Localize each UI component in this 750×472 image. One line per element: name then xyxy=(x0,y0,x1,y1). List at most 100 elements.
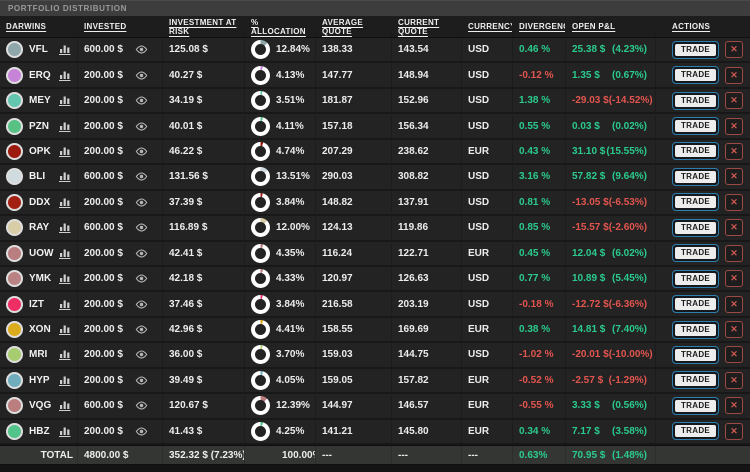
darwin-name[interactable]: RAY xyxy=(29,222,50,234)
trade-button[interactable]: TRADE xyxy=(672,117,720,136)
trade-button[interactable]: TRADE xyxy=(672,193,720,212)
darwin-name[interactable]: UOW xyxy=(29,247,54,259)
eye-icon[interactable] xyxy=(135,96,148,105)
eye-icon[interactable] xyxy=(135,198,148,207)
trade-button[interactable]: TRADE xyxy=(672,295,720,314)
chart-icon[interactable] xyxy=(59,299,71,310)
chart-icon[interactable] xyxy=(59,222,71,234)
close-position-button[interactable]: ✕ xyxy=(725,321,744,339)
close-position-button[interactable]: ✕ xyxy=(725,41,744,59)
darwin-name[interactable]: IZT xyxy=(29,298,44,310)
darwin-name[interactable]: ERQ xyxy=(29,69,51,81)
darwin-name[interactable]: VFL xyxy=(29,44,48,56)
trade-button[interactable]: TRADE xyxy=(672,320,720,339)
eye-icon[interactable] xyxy=(135,249,148,258)
darwin-name[interactable]: HYP xyxy=(29,374,50,386)
close-position-button[interactable]: ✕ xyxy=(725,346,744,364)
column-header-average-quote[interactable]: AVERAGE QUOTE xyxy=(322,17,364,36)
chart-icon[interactable] xyxy=(59,273,71,285)
eye-icon[interactable] xyxy=(135,401,148,410)
column-header-open-pnl[interactable]: OPEN P&L xyxy=(572,22,616,31)
column-header-invested[interactable]: INVESTED xyxy=(84,22,127,31)
column-header-darwins[interactable]: DARWINS xyxy=(6,22,47,31)
close-position-button[interactable]: ✕ xyxy=(725,422,744,440)
eye-icon[interactable] xyxy=(135,121,148,131)
eye-icon[interactable] xyxy=(135,45,148,54)
trade-button-label: TRADE xyxy=(675,425,717,438)
close-position-button[interactable]: ✕ xyxy=(725,295,744,313)
trade-button[interactable]: TRADE xyxy=(672,244,720,263)
chart-icon[interactable] xyxy=(59,146,71,157)
close-position-button[interactable]: ✕ xyxy=(725,270,744,288)
column-header-currency[interactable]: CURRENCY xyxy=(468,22,512,31)
close-position-button[interactable]: ✕ xyxy=(725,371,744,389)
eye-icon[interactable] xyxy=(135,427,148,436)
allocation-value: 3.84% xyxy=(276,298,305,310)
chart-icon[interactable] xyxy=(59,248,71,259)
trade-button[interactable]: TRADE xyxy=(672,40,720,59)
column-header-risk[interactable]: INVESTMENT AT RISK xyxy=(169,17,237,36)
trade-button[interactable]: TRADE xyxy=(672,269,720,288)
trade-button[interactable]: TRADE xyxy=(672,422,720,441)
column-header-allocation[interactable]: % ALLOCATION xyxy=(251,17,306,36)
chart-icon[interactable] xyxy=(59,70,71,81)
darwin-name[interactable]: OPK xyxy=(29,145,51,157)
open-pnl-value: 10.89 $ xyxy=(572,273,606,285)
darwin-name[interactable]: VQG xyxy=(29,400,52,412)
average-quote-value: 120.97 xyxy=(322,273,353,285)
trade-button[interactable]: TRADE xyxy=(672,142,720,161)
chart-icon[interactable] xyxy=(59,171,71,183)
eye-icon[interactable] xyxy=(135,172,148,181)
eye-icon[interactable] xyxy=(135,71,148,80)
risk-value: 46.22 $ xyxy=(169,145,203,157)
close-position-button[interactable]: ✕ xyxy=(725,193,744,211)
chart-icon[interactable] xyxy=(59,400,71,412)
darwin-name[interactable]: HBZ xyxy=(29,425,50,437)
trade-button[interactable]: TRADE xyxy=(672,396,720,415)
column-header-divergence[interactable]: DIVERGENCE xyxy=(519,22,565,31)
darwin-name[interactable]: DDX xyxy=(29,196,51,208)
close-position-button[interactable]: ✕ xyxy=(725,244,744,262)
close-position-button[interactable]: ✕ xyxy=(725,66,744,84)
close-position-button[interactable]: ✕ xyxy=(725,142,744,160)
trade-button[interactable]: TRADE xyxy=(672,345,720,364)
chart-icon[interactable] xyxy=(59,349,71,361)
column-header-actions[interactable]: ACTIONS xyxy=(672,22,711,31)
chart-icon[interactable] xyxy=(59,426,71,437)
eye-icon[interactable] xyxy=(135,350,148,360)
panel-footer-spacer xyxy=(0,465,750,472)
currency-value: USD xyxy=(468,171,490,183)
darwin-name[interactable]: YMK xyxy=(29,273,52,285)
eye-icon[interactable] xyxy=(135,147,148,156)
chart-icon[interactable] xyxy=(59,95,71,107)
darwin-name[interactable]: MEY xyxy=(29,95,51,107)
darwin-name[interactable]: XON xyxy=(29,324,51,336)
chart-icon[interactable] xyxy=(59,44,71,56)
close-position-button[interactable]: ✕ xyxy=(725,397,744,415)
eye-icon[interactable] xyxy=(135,300,148,309)
trade-button[interactable]: TRADE xyxy=(672,66,720,85)
eye-icon[interactable] xyxy=(135,274,148,283)
trade-button[interactable]: TRADE xyxy=(672,371,720,390)
darwin-name[interactable]: MRI xyxy=(29,349,48,361)
trade-button[interactable]: TRADE xyxy=(672,167,720,186)
close-position-button[interactable]: ✕ xyxy=(725,219,744,237)
eye-icon[interactable] xyxy=(135,325,148,334)
eye-icon[interactable] xyxy=(135,223,148,232)
chart-icon[interactable] xyxy=(59,324,71,336)
invested-value: 600.00 $ xyxy=(84,400,123,412)
column-header-current-quote[interactable]: CURRENT QUOTE xyxy=(398,17,440,36)
darwin-name[interactable]: BLI xyxy=(29,171,46,183)
trade-button[interactable]: TRADE xyxy=(672,91,720,110)
chart-icon[interactable] xyxy=(59,197,71,208)
chart-icon[interactable] xyxy=(59,121,71,132)
chart-icon[interactable] xyxy=(59,375,71,386)
close-position-button[interactable]: ✕ xyxy=(725,92,744,110)
panel-title: PORTFOLIO DISTRIBUTION xyxy=(8,4,127,13)
trade-button[interactable]: TRADE xyxy=(672,218,720,237)
close-position-button[interactable]: ✕ xyxy=(725,117,744,135)
close-position-button[interactable]: ✕ xyxy=(725,168,744,186)
average-quote-value: 116.24 xyxy=(322,247,353,259)
eye-icon[interactable] xyxy=(135,376,148,385)
darwin-name[interactable]: PZN xyxy=(29,120,49,132)
